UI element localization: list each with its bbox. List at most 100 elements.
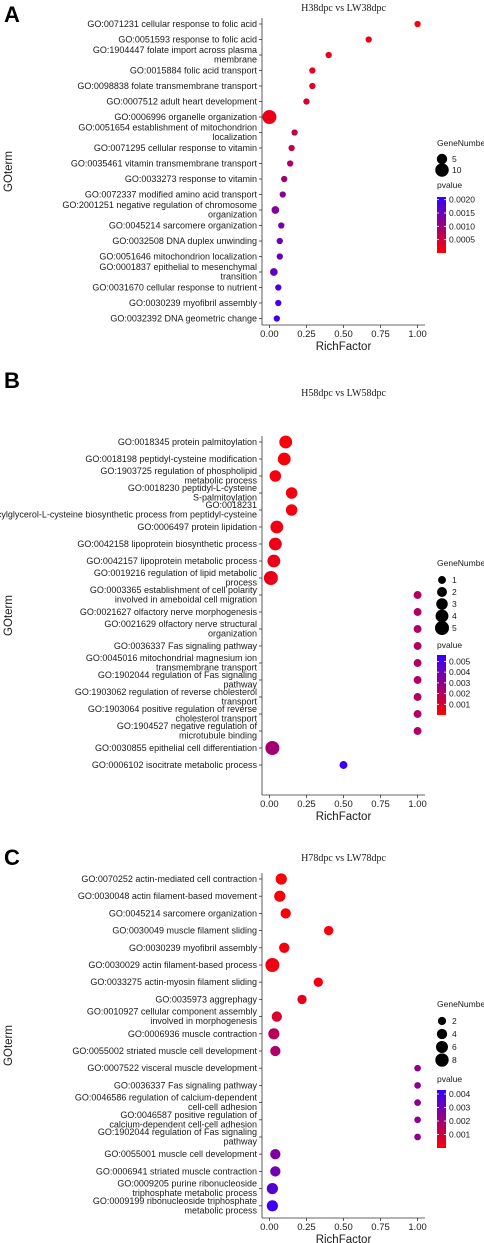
data-point <box>413 676 422 684</box>
color-legend-bar <box>437 197 446 253</box>
y-tick-label: GO:0019216 regulation of lipid metabolic… <box>94 568 258 588</box>
data-point <box>413 591 422 599</box>
data-point <box>303 98 310 105</box>
y-tick-label: GO:0030029 actin filament-based process <box>88 960 257 970</box>
data-point <box>269 470 282 482</box>
data-point <box>414 1116 421 1124</box>
color-legend-label: 0.0010 <box>449 221 475 231</box>
size-legend-dot <box>435 621 449 635</box>
data-point <box>270 520 284 534</box>
size-legend-title: GeneNumber <box>437 558 484 568</box>
size-legend-dot <box>436 1041 448 1053</box>
y-tick-label: GO:0033273 response to vitamin <box>125 174 257 184</box>
x-axis-label: RichFactor <box>316 1234 372 1243</box>
y-tick-label: GO:0030855 epithelial cell differentiati… <box>95 743 257 753</box>
color-legend-bar <box>437 1090 446 1148</box>
size-legend-dot <box>435 1053 449 1067</box>
data-point <box>268 537 282 551</box>
size-legend-title: GeneNumber <box>437 999 484 1009</box>
y-tick-label: GO:0046586 regulation of calcium-depende… <box>75 1093 258 1113</box>
data-point <box>413 727 422 735</box>
color-legend-title: pvalue <box>437 640 462 650</box>
color-legend-label: 0.002 <box>449 689 471 699</box>
y-tick-label: GO:1903725 regulation of phospholipid met… <box>100 466 257 486</box>
data-point <box>414 1064 421 1072</box>
data-point <box>414 1099 421 1106</box>
size-legend-label: 6 <box>452 1042 457 1052</box>
data-point <box>275 299 282 307</box>
color-legend-title: pvalue <box>437 180 462 190</box>
data-point <box>270 1149 281 1160</box>
size-legend-label: 4 <box>452 611 457 621</box>
y-tick-label: GO:1904527 negative regulation of microtu… <box>117 721 258 741</box>
y-tick-label: GO:0042158 lipoprotein biosynthetic proc… <box>77 539 257 549</box>
x-tick-label: 0.25 <box>297 1222 316 1233</box>
data-point <box>270 1045 281 1057</box>
size-legend-label: 5 <box>452 154 457 164</box>
y-tick-label: GO:0021629 olfactory nerve structural org… <box>104 619 257 639</box>
y-axis-label: GOterm <box>3 1025 15 1066</box>
data-point <box>413 642 422 650</box>
x-tick-label: 0.50 <box>334 329 353 340</box>
data-point <box>414 20 421 28</box>
y-tick-label: GO:0031670 cellular response to nutrient <box>92 283 257 293</box>
data-point <box>285 487 298 499</box>
y-tick-label: GO:0071295 cellular response to vitamin <box>94 143 257 153</box>
y-tick-label: GO:0070252 actin-mediated cell contracti… <box>81 874 257 884</box>
y-tick-label: GO:0051593 response to folic acid <box>118 35 257 45</box>
data-point <box>268 1028 280 1040</box>
data-point <box>271 206 280 214</box>
panel-letter: C <box>4 845 20 870</box>
x-tick-label: 1.00 <box>408 329 427 340</box>
color-legend-label: 0.002 <box>449 1116 471 1126</box>
size-legend-title: GeneNumber <box>437 138 484 148</box>
x-tick-label: 0.75 <box>371 1222 390 1233</box>
size-legend-label: 2 <box>452 587 457 597</box>
data-point <box>413 625 422 633</box>
size-legend-dot <box>436 153 448 165</box>
data-point <box>262 110 277 124</box>
chart-title: H78dpc vs LW78dpc <box>301 853 386 864</box>
data-point <box>266 1200 278 1212</box>
color-legend-label: 0.003 <box>449 678 471 688</box>
y-tick-label: GO:1903064 positive regulation of revers… <box>88 704 258 724</box>
panel-a: A H38dpc vs LW38dpc 0.00 0.25 0.50 0.75 1.00 Ri… <box>3 2 484 353</box>
data-point <box>285 504 298 516</box>
y-tick-label: GO:0046587 positive regulation of calcium… <box>109 1110 257 1130</box>
y-tick-label: GO:0030049 muscle filament sliding <box>112 926 257 936</box>
y-tick-label: GO:0018198 peptidyl-cysteine modificatio… <box>85 454 257 464</box>
y-tick-label: GO:0006936 muscle contraction <box>128 1029 257 1039</box>
y-tick-label: GO:0018230 peptidyl-L-cysteine S-palmitoy… <box>128 483 257 503</box>
panel-letter: B <box>4 368 20 393</box>
y-tick-label: GO:1902044 regulation of Fas signaling pa… <box>98 1127 258 1147</box>
color-legend-label: 0.003 <box>449 1103 471 1113</box>
y-tick-label: GO:0007512 adult heart development <box>106 97 257 107</box>
data-point <box>325 51 332 59</box>
color-legend-label: 0.001 <box>449 1130 471 1140</box>
data-point <box>279 191 286 198</box>
y-tick-label: GO:0018231peptidyl-S-diacylglycerol-L-cy… <box>0 500 257 520</box>
x-tick-label: 1.00 <box>408 1222 427 1233</box>
y-tick-label: GO:0030239 myofibril assembly <box>129 298 258 308</box>
data-point <box>414 1133 421 1141</box>
data-point <box>324 925 334 936</box>
data-point <box>265 958 280 972</box>
color-legend-label: 0.0005 <box>449 235 475 245</box>
y-tick-label: GO:0032508 DNA duplex unwinding <box>112 236 257 246</box>
y-tick-label: GO:2001251 negative regulation of chromo… <box>62 200 257 220</box>
y-tick-label: GO:0006941 striated muscle contraction <box>96 1166 257 1176</box>
y-tick-label: GO:0003365 establishment of cell polarit… <box>90 585 258 605</box>
y-tick-label: GO:0036337 Fas signaling pathway <box>114 1080 258 1090</box>
size-legend-dot <box>438 576 446 584</box>
data-point <box>280 908 291 919</box>
chart-title: H38dpc vs LW38dpc <box>301 3 386 14</box>
data-point <box>275 284 282 291</box>
y-tick-label: GO:0015884 folic acid transport <box>130 66 258 76</box>
y-axis-label: GOterm <box>3 151 15 192</box>
data-point <box>279 435 293 449</box>
y-tick-label: GO:0030239 myofibril assembly <box>129 943 258 953</box>
data-point <box>279 942 290 953</box>
y-axis-label: GOterm <box>3 595 15 636</box>
x-tick-label: 0.00 <box>260 329 279 340</box>
